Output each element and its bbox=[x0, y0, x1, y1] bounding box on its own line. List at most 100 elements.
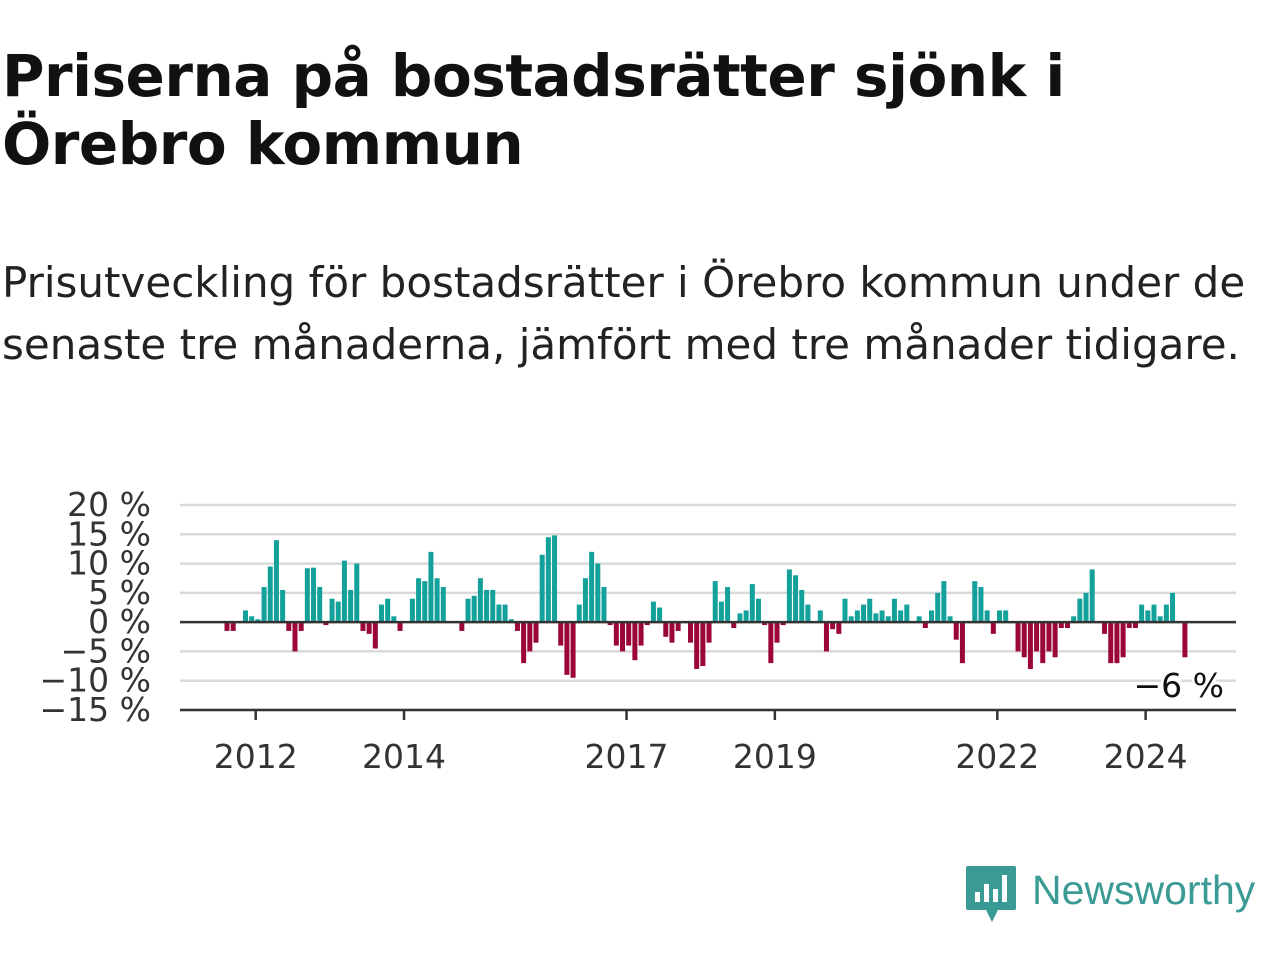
bar bbox=[601, 587, 607, 623]
axes bbox=[180, 620, 1236, 712]
bar bbox=[484, 589, 490, 623]
x-tick-labels: 2012 2014 2017 2019 2022 2024 bbox=[214, 710, 1188, 776]
bar bbox=[354, 563, 360, 623]
bar bbox=[743, 610, 749, 623]
chart-title: Priserna på bostadsrätter sjönk i Örebro… bbox=[2, 42, 1065, 178]
bar bbox=[434, 578, 440, 623]
bar bbox=[867, 598, 873, 623]
bar bbox=[706, 622, 712, 643]
bar bbox=[959, 622, 965, 664]
bar bbox=[848, 616, 854, 623]
bar bbox=[817, 610, 823, 623]
bar bbox=[1170, 592, 1176, 623]
bar bbox=[935, 592, 941, 623]
newsworthy-logo[interactable]: Newsworthy bbox=[964, 862, 1280, 928]
chart-subtitle: Prisutveckling för bostadsrätter i Örebr… bbox=[2, 258, 1246, 369]
bar bbox=[972, 581, 978, 623]
bar bbox=[898, 610, 904, 623]
bar bbox=[323, 622, 329, 626]
bar bbox=[292, 622, 298, 652]
bar bbox=[1027, 622, 1033, 669]
bar bbox=[341, 560, 347, 623]
bar bbox=[762, 622, 768, 626]
bar bbox=[1132, 622, 1138, 628]
bar bbox=[638, 622, 644, 646]
bar bbox=[1058, 622, 1064, 628]
bar bbox=[273, 540, 279, 623]
bar bbox=[774, 622, 780, 643]
bar bbox=[799, 589, 805, 623]
bar bbox=[329, 598, 335, 623]
bar bbox=[768, 622, 774, 664]
bar bbox=[595, 563, 601, 623]
bar bbox=[1157, 616, 1163, 623]
y-tick-label: 15 % bbox=[67, 514, 151, 553]
bar bbox=[558, 622, 564, 646]
bar bbox=[873, 613, 879, 623]
bar bbox=[694, 622, 700, 669]
bar bbox=[1089, 569, 1095, 623]
bar bbox=[298, 622, 304, 631]
bar bbox=[978, 587, 984, 623]
bar bbox=[477, 578, 483, 623]
bar bbox=[311, 567, 317, 623]
bar bbox=[675, 622, 681, 631]
bar bbox=[669, 622, 675, 643]
bar bbox=[700, 622, 706, 667]
bar bbox=[1126, 622, 1132, 628]
bar bbox=[317, 587, 323, 623]
bar bbox=[1015, 622, 1021, 652]
x-tick-label: 2022 bbox=[955, 737, 1039, 776]
bar bbox=[508, 619, 514, 623]
bar bbox=[1139, 604, 1145, 623]
bar bbox=[823, 622, 829, 652]
bar bbox=[280, 589, 286, 623]
y-tick-label: 20 % bbox=[67, 485, 151, 524]
bar bbox=[990, 622, 996, 634]
bar bbox=[267, 566, 273, 623]
bar bbox=[360, 622, 366, 631]
bar bbox=[854, 610, 860, 623]
bar bbox=[552, 535, 558, 623]
bar bbox=[440, 587, 446, 623]
bar bbox=[576, 604, 582, 623]
bar bbox=[947, 616, 953, 623]
last-value-label: −6 % bbox=[1134, 666, 1225, 705]
bar bbox=[385, 598, 391, 623]
bar bbox=[1083, 592, 1089, 623]
x-tick-label: 2024 bbox=[1104, 737, 1188, 776]
bar bbox=[521, 622, 527, 664]
bar bbox=[885, 616, 891, 623]
x-tick-label: 2012 bbox=[214, 737, 298, 776]
bar bbox=[304, 568, 310, 623]
bar bbox=[1034, 622, 1040, 652]
bar bbox=[688, 622, 693, 643]
bar bbox=[929, 610, 935, 623]
bar bbox=[286, 622, 292, 631]
bar bbox=[1071, 616, 1077, 623]
bar bbox=[1046, 622, 1052, 652]
bar bbox=[922, 622, 928, 628]
bar bbox=[539, 554, 545, 623]
bar bbox=[366, 622, 372, 634]
y-tick-label: 10 % bbox=[67, 544, 151, 583]
bar bbox=[861, 604, 867, 623]
bar bbox=[607, 622, 613, 626]
x-tick-label: 2014 bbox=[362, 737, 446, 776]
bar bbox=[348, 589, 354, 623]
bar bbox=[1114, 622, 1120, 664]
bar bbox=[582, 578, 588, 623]
bar bbox=[422, 581, 428, 623]
bar bbox=[657, 607, 663, 623]
bar bbox=[1077, 598, 1083, 623]
bar bbox=[230, 622, 236, 631]
x-tick-label: 2019 bbox=[733, 737, 817, 776]
y-tick-label: −10 % bbox=[40, 661, 152, 700]
bar bbox=[502, 604, 508, 623]
bar bbox=[620, 622, 626, 652]
bar bbox=[545, 537, 551, 623]
bar bbox=[1052, 622, 1058, 658]
bar bbox=[255, 619, 261, 623]
bar bbox=[879, 610, 885, 623]
bar bbox=[749, 584, 755, 623]
